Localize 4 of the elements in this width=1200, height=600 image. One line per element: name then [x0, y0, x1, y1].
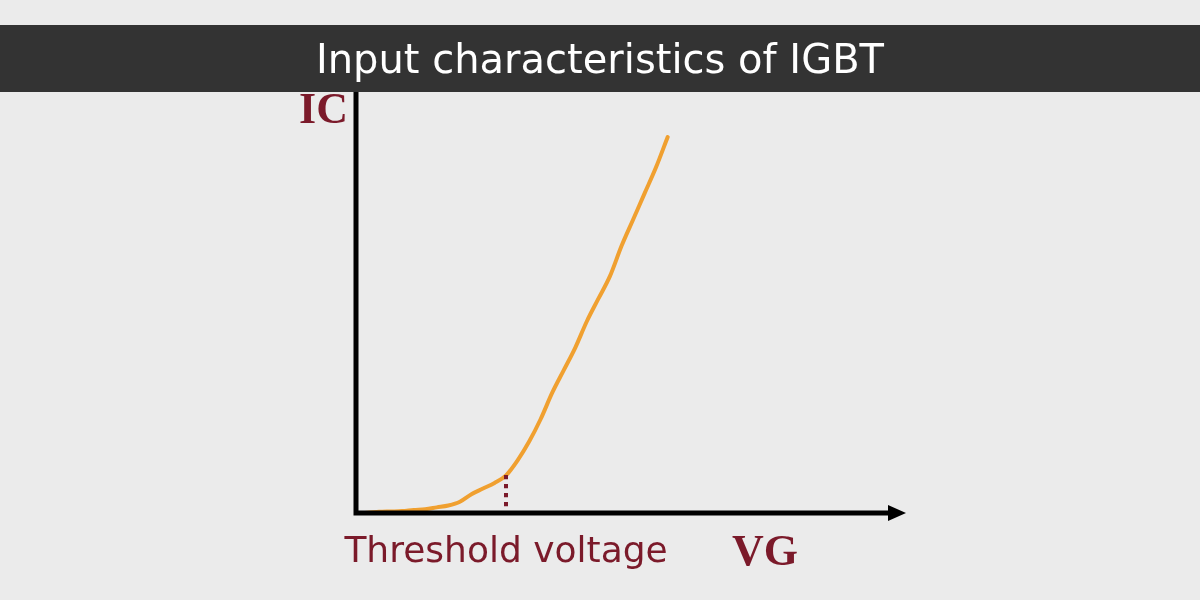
text: Threshold voltage	[343, 529, 668, 571]
x-axis-title: VG	[732, 526, 798, 575]
y-axis-title: IC	[299, 84, 348, 133]
chart-title: Input characteristics of IGBT	[315, 35, 885, 82]
